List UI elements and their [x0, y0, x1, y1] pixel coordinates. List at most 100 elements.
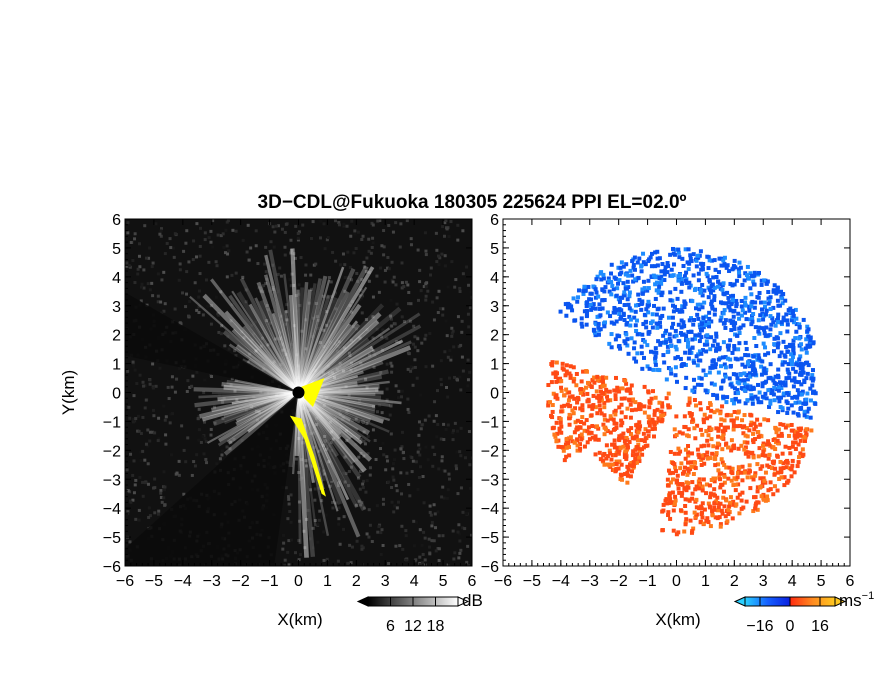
- noise-cell: [284, 559, 287, 562]
- velocity-cell: [610, 284, 614, 288]
- velocity-cell: [619, 423, 623, 427]
- velocity-cell: [735, 334, 739, 338]
- noise-cell: [153, 511, 156, 514]
- velocity-cell: [633, 340, 637, 344]
- noise-cell: [422, 553, 425, 556]
- velocity-cell: [733, 259, 737, 263]
- velocity-cell: [697, 272, 701, 276]
- noise-cell: [284, 254, 287, 257]
- velocity-cell: [639, 308, 643, 312]
- velocity-cell: [700, 512, 704, 516]
- noise-cell: [459, 454, 462, 457]
- velocity-cell: [655, 322, 659, 326]
- reflectivity-panel: −66−55−44−33−22−11001−12−23−34−45−56−6X(…: [5, 212, 483, 680]
- velocity-cell: [566, 403, 570, 407]
- noise-cell: [362, 235, 365, 238]
- noise-cell: [145, 443, 148, 446]
- noise-cell: [191, 375, 194, 378]
- velocity-cell: [773, 283, 777, 287]
- velocity-cell: [720, 447, 724, 451]
- velocity-cell: [715, 446, 719, 450]
- velocity-cell: [598, 396, 602, 400]
- velocity-cell: [713, 463, 717, 467]
- velocity-cell: [708, 505, 712, 509]
- noise-cell: [461, 320, 464, 323]
- velocity-cell: [617, 434, 621, 438]
- x-tick-label: −4: [552, 573, 570, 590]
- noise-cell: [436, 423, 439, 426]
- noise-cell: [422, 531, 425, 534]
- noise-cell: [376, 504, 379, 507]
- velocity-cell: [757, 435, 761, 439]
- noise-cell: [152, 414, 155, 417]
- noise-cell: [157, 295, 160, 298]
- velocity-cell: [739, 373, 743, 377]
- velocity-cell: [590, 292, 594, 296]
- velocity-cell: [745, 347, 749, 351]
- velocity-cell: [574, 383, 578, 387]
- velocity-cell: [687, 356, 691, 360]
- velocity-cell: [686, 338, 690, 342]
- noise-cell: [297, 237, 300, 240]
- velocity-cell: [809, 428, 813, 432]
- velocity-cell: [727, 269, 731, 273]
- noise-cell: [446, 334, 449, 337]
- velocity-cell: [756, 489, 760, 493]
- velocity-cell: [708, 258, 712, 262]
- velocity-cell: [740, 357, 744, 361]
- velocity-cell: [636, 332, 640, 336]
- velocity-cell: [670, 274, 674, 278]
- noise-cell: [128, 540, 131, 543]
- velocity-cell: [773, 426, 777, 430]
- velocity-cell: [637, 257, 641, 261]
- noise-cell: [420, 427, 423, 430]
- noise-cell: [147, 483, 150, 486]
- velocity-cell: [790, 464, 794, 468]
- velocity-cell: [667, 316, 671, 320]
- noise-cell: [360, 548, 363, 551]
- noise-cell: [454, 278, 457, 281]
- velocity-cell: [635, 319, 639, 323]
- velocity-cell: [761, 381, 765, 385]
- velocity-cell: [679, 461, 683, 465]
- velocity-cell: [723, 475, 727, 479]
- noise-cell: [152, 409, 155, 412]
- velocity-cell: [595, 375, 599, 379]
- noise-cell: [417, 434, 420, 437]
- velocity-cell: [790, 474, 794, 478]
- noise-cell: [151, 265, 154, 268]
- velocity-cell: [609, 414, 613, 418]
- velocity-cell: [559, 409, 563, 413]
- velocity-cell: [633, 268, 637, 272]
- noise-cell: [423, 501, 426, 504]
- noise-cell: [452, 429, 455, 432]
- noise-cell: [415, 460, 418, 463]
- noise-cell: [420, 289, 423, 292]
- velocity-cell: [627, 398, 631, 402]
- noise-cell: [431, 446, 434, 449]
- noise-cell: [389, 299, 392, 302]
- noise-cell: [199, 272, 202, 275]
- velocity-cell: [746, 360, 750, 364]
- noise-cell: [216, 264, 219, 267]
- velocity-cell: [619, 308, 623, 312]
- velocity-cell: [717, 358, 721, 362]
- velocity-cell: [708, 347, 712, 351]
- noise-cell: [224, 229, 227, 232]
- velocity-cell: [610, 263, 614, 267]
- y-tick-label: 4: [490, 270, 499, 287]
- velocity-cell: [791, 346, 795, 350]
- noise-cell: [437, 311, 440, 314]
- velocity-cell: [794, 370, 798, 374]
- noise-cell: [141, 416, 144, 419]
- noise-cell: [414, 366, 417, 369]
- velocity-cell: [693, 461, 697, 465]
- noise-cell: [374, 439, 377, 442]
- velocity-cell: [630, 383, 634, 387]
- velocity-cell: [725, 413, 729, 417]
- velocity-cell: [690, 299, 694, 303]
- velocity-cell: [718, 477, 722, 481]
- velocity-cell: [649, 350, 653, 354]
- velocity-cell: [562, 404, 566, 408]
- velocity-cell: [716, 468, 720, 472]
